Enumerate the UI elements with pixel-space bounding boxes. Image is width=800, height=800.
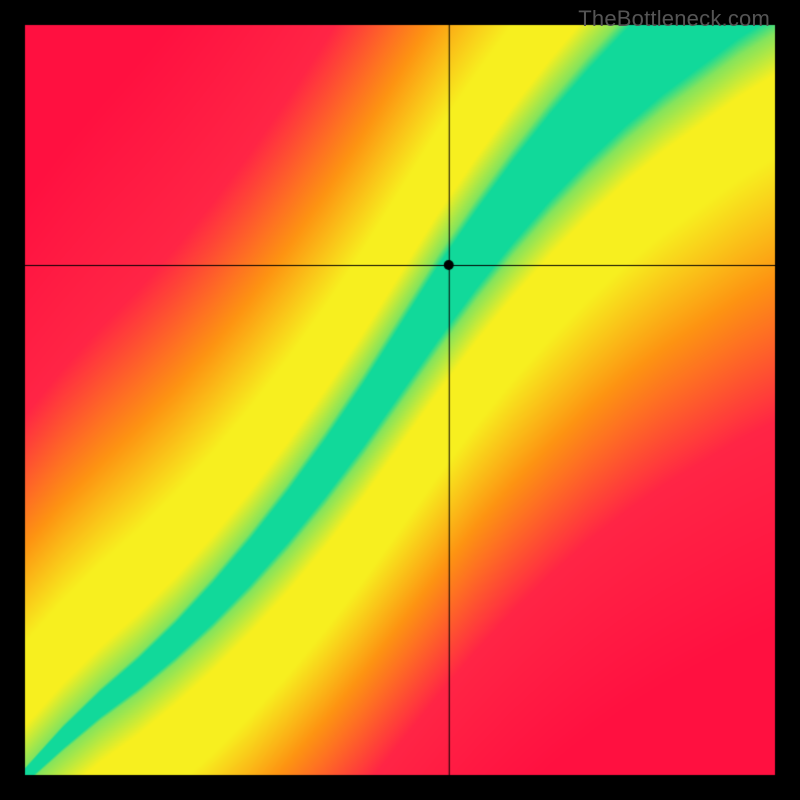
chart-container: TheBottleneck.com (0, 0, 800, 800)
watermark-text: TheBottleneck.com (578, 6, 770, 32)
bottleneck-heatmap-canvas (0, 0, 800, 800)
